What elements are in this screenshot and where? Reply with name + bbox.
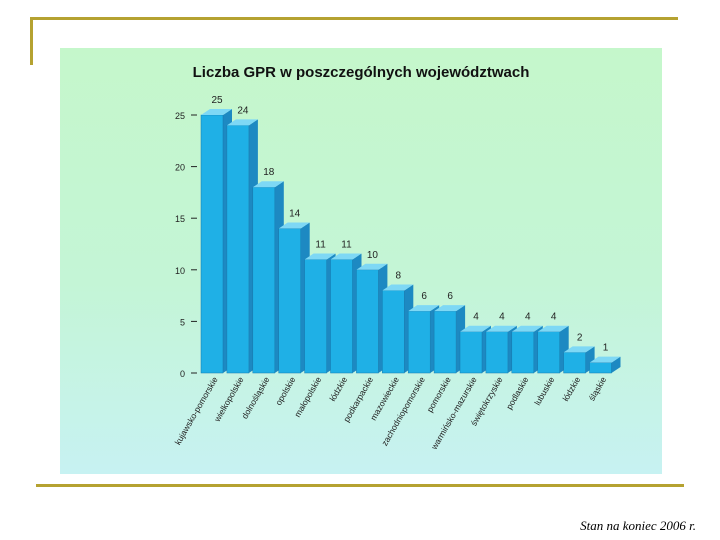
y-axis: 0 5 10 15 20 25 [175,111,197,379]
bar [252,186,276,374]
bar-top [330,253,362,260]
bar-top [537,325,569,332]
data-label: 14 [289,209,301,220]
bar [433,310,457,374]
bar-top [356,263,388,270]
bar-top [226,119,258,126]
bar [330,259,353,374]
x-tick-label: łódzkie [327,375,349,403]
bar-top [278,222,310,229]
bar-top [511,325,543,332]
bar [278,228,301,374]
data-label: 4 [473,312,479,323]
bar [563,352,586,374]
bar-chart: Liczba GPR w poszczególnych województwac… [173,64,621,452]
bars [200,109,621,374]
decorative-bottom-line [36,484,684,487]
data-label: 4 [499,312,505,323]
bar-top [485,325,517,332]
y-tick-label: 25 [175,111,185,121]
bar [407,310,431,374]
data-label: 24 [237,105,249,116]
y-tick-label: 20 [175,163,185,173]
y-tick-label: 15 [175,214,185,224]
data-label: 4 [551,312,557,323]
bar [485,331,509,374]
data-label: 6 [421,291,427,302]
bar-side [611,356,621,373]
data-label: 25 [211,95,223,106]
bar-top [201,109,232,115]
footer-caption: Stan na koniec 2006 r. [580,518,696,533]
bar [589,362,612,374]
data-label: 1 [603,343,609,354]
decorative-left-line [30,17,33,65]
bar [304,259,327,374]
data-label: 6 [447,291,453,302]
x-tick-label: śląskie [587,375,609,403]
data-label: 11 [341,239,352,250]
bar-top [252,181,284,188]
x-tick-label: warmińsko-mazurskie [428,375,478,452]
y-tick-label: 10 [175,266,185,276]
x-tick-label: pomorskie [425,375,453,414]
bar-top [563,346,595,353]
bar-top [382,284,414,291]
data-label: 11 [315,239,326,250]
data-label: 18 [263,167,275,178]
data-label: 8 [396,270,402,281]
bar-top [460,325,491,332]
bar [537,331,560,374]
y-tick-label: 0 [180,369,185,379]
x-tick-label: opolskie [273,375,297,407]
x-tick-label: podlaskie [504,375,531,411]
bar [459,331,483,374]
bar [356,269,379,374]
bar [382,290,405,374]
x-tick-label: kujawsko-pomorskie [173,375,220,447]
x-axis-labels: kujawsko-pomorskiewielkopolskiedolnośląs… [173,375,609,452]
decorative-top-line [30,17,678,20]
y-tick-label: 5 [180,317,185,327]
data-label: 2 [577,332,583,343]
data-label: 10 [367,250,379,261]
bar-top [434,305,466,312]
x-tick-label: lubuskie [532,375,556,407]
bar-top [589,356,621,363]
chart-title: Liczba GPR w poszczególnych województwac… [193,64,530,81]
bar-top [408,305,440,312]
data-labels: 25 24 18 14 11 11 10 8 6 6 4 4 4 4 2 1 [211,95,608,354]
bar [200,114,224,374]
chart-panel: Liczba GPR w poszczególnych województwac… [60,48,662,474]
bar-top [304,253,336,260]
data-label: 4 [525,312,531,323]
x-tick-label: małopolskie [292,375,323,419]
bar [511,331,535,374]
bar [226,125,250,374]
x-tick-label: łódzkie [560,375,582,403]
